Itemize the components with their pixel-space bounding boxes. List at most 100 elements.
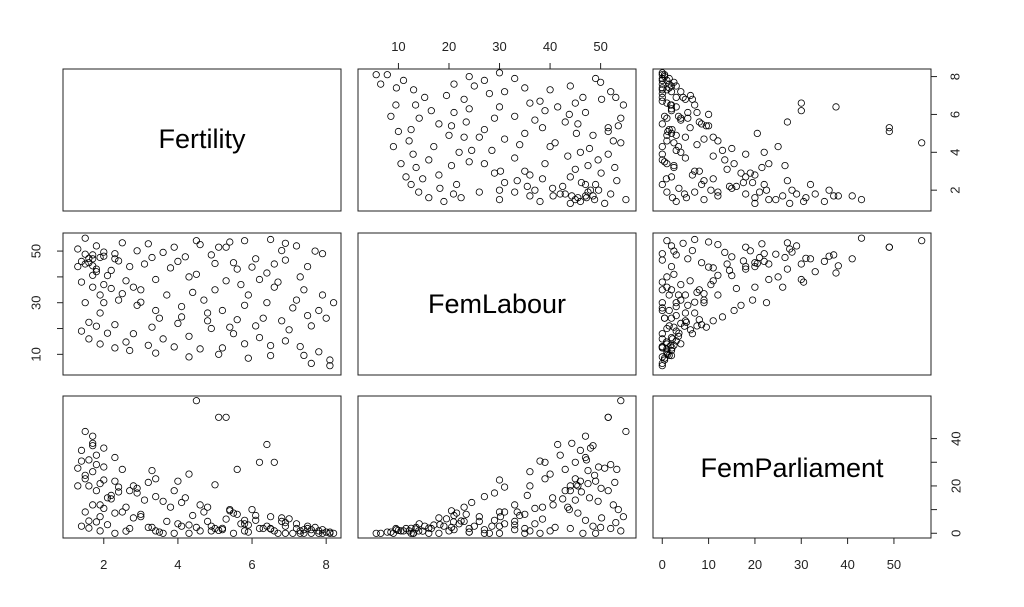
point-2-1-136 <box>447 507 456 515</box>
point-1-2-125 <box>825 252 833 260</box>
point-2-0-52 <box>222 413 230 421</box>
point-0-2-97 <box>663 131 671 139</box>
point-2-0-142 <box>100 476 108 484</box>
point-2-1-144 <box>536 457 544 465</box>
point-2-1-89 <box>500 508 509 516</box>
point-1-0-56 <box>255 275 264 284</box>
point-1-0-9 <box>170 343 178 351</box>
point-0-2-17 <box>695 118 703 126</box>
panel-0-0 <box>62 68 342 212</box>
point-1-2-52 <box>885 243 893 251</box>
point-2-1-38 <box>574 509 582 517</box>
point-1-0-137 <box>204 317 212 325</box>
point-0-1-55 <box>554 103 562 111</box>
point-0-2-24 <box>714 192 722 200</box>
point-0-1-11 <box>419 175 427 183</box>
point-2-0-136 <box>226 507 234 515</box>
point-2-0-135 <box>252 511 260 520</box>
point-1-0-14 <box>85 318 93 326</box>
point-2-1-94 <box>475 513 483 521</box>
panel-1-2 <box>652 232 932 376</box>
x-tick-label-top-1-4: 50 <box>593 39 607 54</box>
point-2-0-98 <box>185 521 193 529</box>
point-1-0-75 <box>296 273 304 281</box>
point-1-2-80 <box>681 291 690 299</box>
point-0-2-117 <box>691 101 699 109</box>
point-1-2-144 <box>799 278 808 286</box>
point-2-0-37 <box>252 516 260 524</box>
point-1-0-97 <box>207 324 215 333</box>
point-1-0-24 <box>89 271 97 279</box>
point-0-1-120 <box>609 137 617 145</box>
point-0-2-7 <box>668 126 676 134</box>
point-0-2-28 <box>686 124 694 132</box>
point-1-0-1 <box>300 351 308 359</box>
point-2-1-131 <box>511 526 519 534</box>
point-1-2-105 <box>667 351 676 360</box>
point-1-0-16 <box>259 314 267 322</box>
point-0-2-39 <box>672 131 680 139</box>
point-1-2-133 <box>672 311 680 320</box>
point-1-0-30 <box>166 264 175 272</box>
point-1-0-103 <box>296 342 304 351</box>
point-1-2-108 <box>658 353 666 361</box>
point-0-2-38 <box>697 120 706 128</box>
point-2-0-97 <box>207 527 215 535</box>
point-0-2-118 <box>663 114 671 122</box>
point-0-1-49 <box>556 190 564 198</box>
point-2-0-29 <box>192 523 200 532</box>
point-0-2-77 <box>677 116 685 124</box>
point-1-2-41 <box>721 248 729 256</box>
point-0-2-53 <box>857 196 866 204</box>
point-2-1-21 <box>496 513 505 521</box>
point-0-1-85 <box>485 90 493 98</box>
point-0-1-133 <box>470 82 478 90</box>
point-2-0-25 <box>292 520 301 528</box>
point-2-0-84 <box>92 487 101 495</box>
point-0-2-69 <box>753 129 761 137</box>
point-1-0-32 <box>115 257 123 265</box>
point-2-0-47 <box>100 463 108 471</box>
point-0-1-95 <box>427 107 435 115</box>
point-1-0-4 <box>307 359 315 367</box>
point-1-0-12 <box>103 329 112 337</box>
point-1-0-123 <box>118 239 126 247</box>
variable-label-fertility: Fertility <box>159 124 246 154</box>
point-2-0-114 <box>77 522 86 530</box>
point-1-0-5 <box>266 341 275 350</box>
point-0-2-19 <box>672 146 680 154</box>
point-2-0-113 <box>85 524 93 532</box>
point-2-0-89 <box>200 508 208 516</box>
point-2-1-114 <box>440 522 448 530</box>
point-2-0-34 <box>81 471 89 479</box>
point-1-2-138 <box>718 313 727 321</box>
point-2-0-35 <box>303 524 312 533</box>
point-2-1-117 <box>619 513 628 521</box>
point-0-1-52 <box>604 124 612 132</box>
point-2-0-28 <box>222 515 230 523</box>
point-2-1-73 <box>559 495 567 503</box>
point-0-2-144 <box>799 197 808 206</box>
point-0-2-8 <box>663 137 671 145</box>
point-2-0-18 <box>204 517 212 526</box>
point-2-0-132 <box>329 529 338 537</box>
point-2-1-71 <box>584 466 592 475</box>
diagonal-variable-labels: Fertility FemLabour FemParliament <box>159 124 885 483</box>
point-0-1-5 <box>411 101 420 109</box>
point-0-1-33 <box>584 188 592 196</box>
point-0-1-96 <box>435 120 443 128</box>
point-0-2-3 <box>672 93 680 102</box>
point-0-1-27 <box>511 112 519 120</box>
point-0-1-122 <box>611 163 619 172</box>
point-1-0-20 <box>155 314 163 322</box>
x-tick-label-bottom-2-2: 20 <box>748 557 762 572</box>
point-0-1-100 <box>450 80 458 88</box>
point-1-0-22 <box>118 290 126 298</box>
point-2-0-12 <box>103 521 112 529</box>
point-2-0-124 <box>92 460 101 469</box>
point-0-1-107 <box>394 127 402 136</box>
point-0-2-112 <box>663 188 671 196</box>
point-0-1-16 <box>465 105 473 113</box>
point-2-0-99 <box>159 529 167 537</box>
point-2-1-92 <box>435 514 443 522</box>
